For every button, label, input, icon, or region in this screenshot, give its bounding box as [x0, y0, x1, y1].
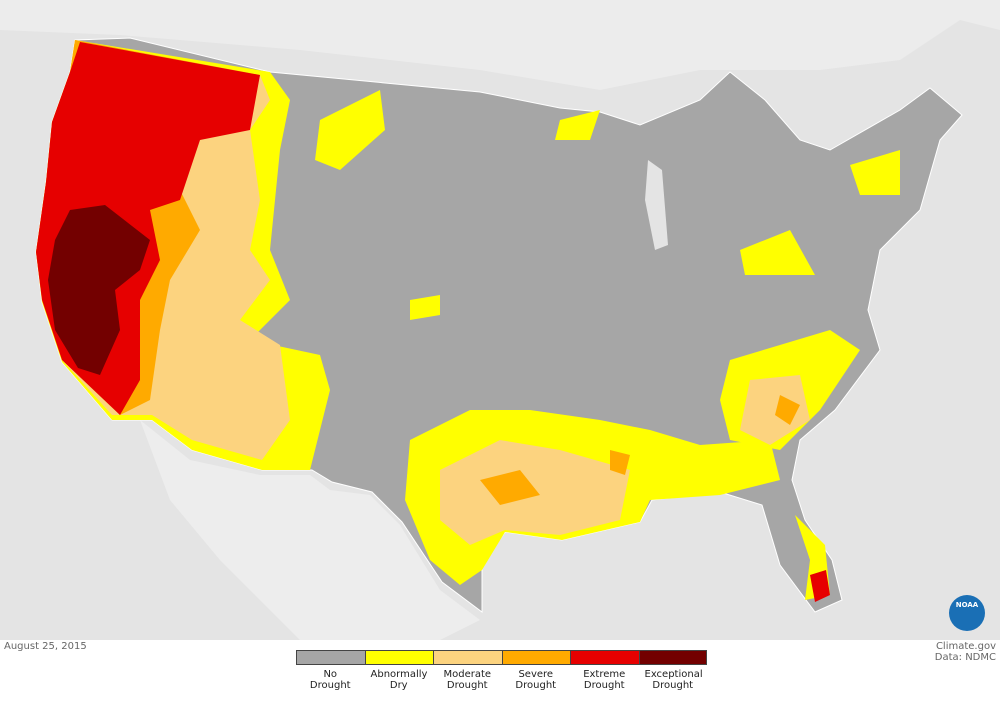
- drought-zone: [775, 395, 800, 425]
- credits: Climate.gov Data: NDMC: [935, 641, 996, 663]
- legend-swatch: [296, 650, 365, 665]
- legend-label: Abnormally Dry: [370, 669, 428, 691]
- legend-swatch: [501, 650, 570, 665]
- legend-item: No Drought: [296, 650, 365, 691]
- legend-label: Severe Drought: [515, 669, 557, 691]
- date: August 25, 2015: [4, 641, 87, 652]
- legend-item: Moderate Drought: [433, 650, 502, 691]
- legend-item: Abnormally Dry: [364, 650, 433, 691]
- drought-zone: [48, 205, 150, 375]
- legend-item: Extreme Drought: [570, 650, 639, 691]
- legend-swatch: [570, 650, 639, 665]
- mexico: [140, 420, 480, 640]
- credit: Data: NDMC: [934, 652, 996, 663]
- logo-text: NOAA: [956, 601, 979, 609]
- legend-swatch: [364, 650, 433, 665]
- legend-swatch: [433, 650, 502, 665]
- drought-zone: [480, 450, 630, 505]
- credit: Climate.gov: [935, 641, 996, 652]
- drought-zone: [810, 570, 830, 602]
- legend-label: Moderate Drought: [443, 669, 492, 691]
- legend-item: Severe Drought: [501, 650, 570, 691]
- drought-zone: [740, 375, 810, 445]
- legend-label: Extreme Drought: [583, 669, 626, 691]
- canada: [0, 0, 1000, 90]
- legend: No Drought Abnormally Dry Moderate Drought…: [296, 650, 707, 691]
- noaa-logo: [949, 595, 985, 631]
- map: NOAA: [0, 0, 1000, 640]
- legend-label: Exceptional Drought: [644, 669, 703, 691]
- legend-item: Exceptional Drought: [638, 650, 707, 691]
- legend-swatch: [638, 650, 707, 665]
- lake-michigan: [645, 160, 668, 250]
- legend-label: No Drought: [309, 669, 351, 691]
